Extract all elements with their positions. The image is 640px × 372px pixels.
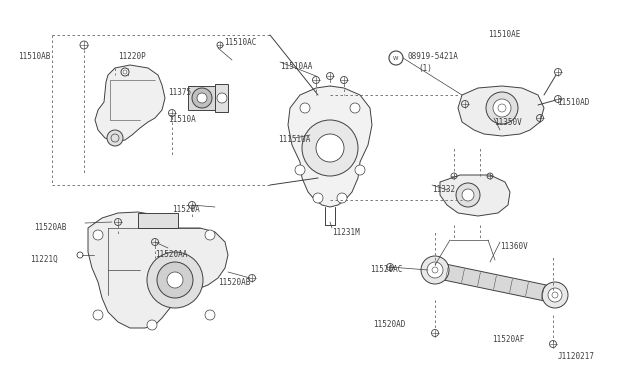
Text: 08919-5421A: 08919-5421A (408, 52, 459, 61)
Text: 11520AC: 11520AC (370, 265, 403, 274)
Text: 11520AB: 11520AB (34, 223, 67, 232)
Circle shape (421, 256, 449, 284)
Text: 11151UA: 11151UA (278, 135, 310, 144)
Text: 11510AB: 11510AB (18, 52, 51, 61)
Circle shape (121, 68, 129, 76)
Text: 11520AF: 11520AF (492, 335, 524, 344)
Circle shape (93, 230, 103, 240)
Text: W: W (393, 55, 399, 61)
Circle shape (167, 272, 183, 288)
Polygon shape (440, 175, 510, 216)
Circle shape (217, 93, 227, 103)
Circle shape (316, 134, 344, 162)
Circle shape (192, 88, 212, 108)
Polygon shape (138, 213, 178, 228)
Text: 11332: 11332 (432, 185, 455, 194)
Polygon shape (95, 65, 165, 142)
Text: (1): (1) (418, 64, 432, 73)
Circle shape (548, 288, 562, 302)
Circle shape (355, 165, 365, 175)
Circle shape (205, 230, 215, 240)
Text: 11510AA: 11510AA (280, 62, 312, 71)
Circle shape (302, 120, 358, 176)
Text: 11231M: 11231M (332, 228, 360, 237)
Circle shape (456, 183, 480, 207)
Polygon shape (88, 212, 228, 328)
Circle shape (337, 193, 347, 203)
Polygon shape (215, 84, 228, 112)
Text: 11520A: 11520A (172, 205, 200, 214)
Text: 11520AD: 11520AD (373, 320, 405, 329)
Polygon shape (188, 86, 215, 110)
Text: 11520AB: 11520AB (218, 278, 250, 287)
Text: J1120217: J1120217 (558, 352, 595, 361)
Circle shape (542, 282, 568, 308)
Circle shape (462, 189, 474, 201)
Text: 11510A: 11510A (168, 115, 196, 124)
Circle shape (147, 320, 157, 330)
Text: 11375: 11375 (168, 88, 191, 97)
Circle shape (197, 93, 207, 103)
Circle shape (486, 92, 518, 124)
Text: 11360V: 11360V (500, 242, 528, 251)
Text: 11520AA: 11520AA (155, 250, 188, 259)
Circle shape (107, 130, 123, 146)
Circle shape (493, 99, 511, 117)
Circle shape (427, 262, 443, 278)
Polygon shape (288, 86, 372, 207)
Circle shape (205, 310, 215, 320)
Circle shape (147, 252, 203, 308)
Circle shape (313, 193, 323, 203)
Circle shape (157, 262, 193, 298)
Polygon shape (433, 262, 557, 303)
Circle shape (295, 165, 305, 175)
Circle shape (93, 310, 103, 320)
Text: 11510AE: 11510AE (488, 30, 520, 39)
Text: 11510AD: 11510AD (557, 98, 589, 107)
Polygon shape (458, 86, 544, 136)
Text: 11221Q: 11221Q (30, 255, 58, 264)
Text: 11350V: 11350V (494, 118, 522, 127)
Circle shape (350, 103, 360, 113)
Circle shape (300, 103, 310, 113)
Text: 11510AC: 11510AC (224, 38, 257, 47)
Text: 11220P: 11220P (118, 52, 146, 61)
